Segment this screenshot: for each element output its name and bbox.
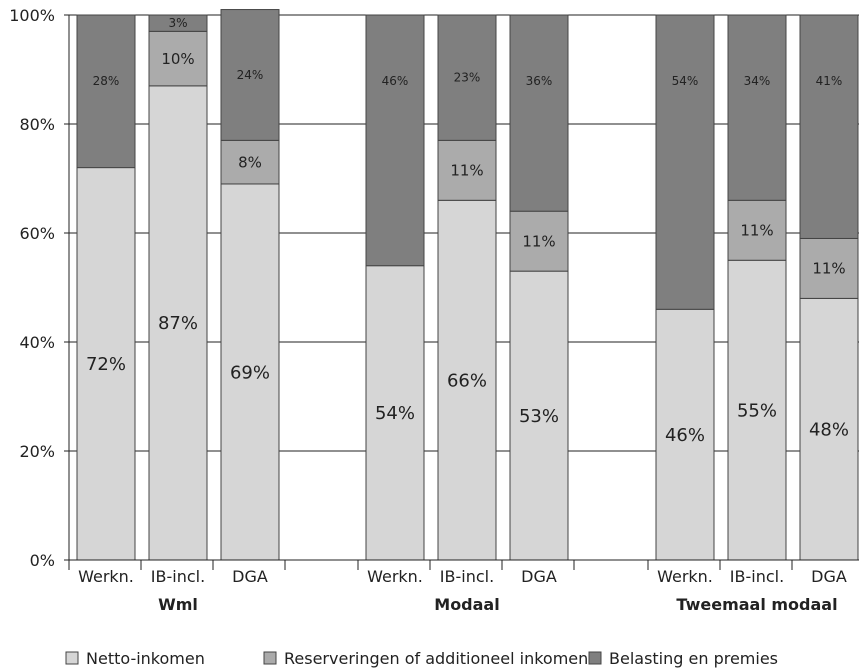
data-label: 87%	[158, 313, 198, 334]
legend-swatch	[263, 651, 277, 665]
bar-segment	[437, 139, 497, 201]
legend: Netto-inkomen Reserveringen of additionee…	[65, 649, 778, 668]
bar-segment	[727, 14, 787, 201]
data-label: 53%	[519, 406, 559, 427]
category-label: Werkn.	[367, 567, 423, 586]
data-label: 54%	[375, 403, 415, 424]
data-label: 11%	[450, 162, 483, 180]
legend-swatch	[65, 651, 79, 665]
data-label: 46%	[665, 425, 705, 446]
category-label: IB-incl.	[151, 567, 205, 586]
bar-segment	[799, 14, 859, 239]
data-label: 10%	[161, 50, 194, 68]
data-label: 11%	[740, 222, 773, 240]
y-tick-label: 0%	[30, 551, 55, 570]
bar-segment	[220, 139, 280, 185]
group-label: Tweemaal modaal	[676, 595, 837, 614]
data-label: 72%	[86, 354, 126, 375]
legend-label: Reserveringen of additioneel inkomen	[284, 649, 588, 668]
bar-segment	[76, 167, 136, 561]
data-label: 46%	[382, 74, 409, 88]
category-label: Werkn.	[657, 567, 713, 586]
data-label: 54%	[672, 74, 699, 88]
y-axis: 0% 20% 40% 60% 80% 100%	[9, 6, 859, 570]
category-label: DGA	[521, 567, 557, 586]
bar-segment	[76, 14, 136, 169]
group-label: Wml	[158, 595, 198, 614]
x-axis-labels: Werkn. IB-incl. DGA Wml Werkn. IB-incl. DGA Mod…	[78, 567, 847, 614]
data-label: 66%	[447, 370, 487, 391]
data-label: 36%	[526, 74, 553, 88]
data-label: 69%	[230, 362, 270, 383]
category-label: DGA	[232, 567, 268, 586]
category-label: DGA	[811, 567, 847, 586]
category-label: IB-incl.	[440, 567, 494, 586]
legend-label: Belasting en premies	[609, 649, 778, 668]
bar-segment	[437, 14, 497, 141]
bar-segment	[509, 270, 569, 561]
data-label: 11%	[812, 260, 845, 278]
y-tick-label: 60%	[19, 224, 55, 243]
category-label: IB-incl.	[730, 567, 784, 586]
data-label: 3%	[168, 16, 187, 30]
group-label: Modaal	[434, 595, 499, 614]
data-label: 8%	[238, 153, 262, 171]
legend-label: Netto-inkomen	[86, 649, 205, 668]
bar-segment	[509, 14, 569, 212]
y-tick-label: 100%	[9, 6, 55, 25]
bar-segment	[655, 308, 715, 561]
data-label: 23%	[454, 71, 481, 85]
bar-segment	[220, 183, 280, 561]
y-tick-label: 80%	[19, 115, 55, 134]
bar-segment	[148, 14, 208, 32]
y-tick-label: 20%	[19, 442, 55, 461]
data-label: 48%	[809, 420, 849, 441]
legend-swatch	[588, 651, 602, 665]
data-label: 55%	[737, 400, 777, 421]
bar-segment	[437, 199, 497, 561]
bar-segment	[220, 9, 280, 141]
data-label: 41%	[816, 74, 843, 88]
data-label: 24%	[237, 68, 264, 82]
bar-segment	[365, 14, 425, 267]
bar-segment	[509, 210, 569, 272]
data-label: 11%	[522, 232, 555, 250]
bar-segment	[799, 237, 859, 299]
data-label: 28%	[93, 74, 120, 88]
bar-segment	[655, 14, 715, 310]
category-label: Werkn.	[78, 567, 134, 586]
y-tick-label: 40%	[19, 333, 55, 352]
bars: 72% 28% 87% 10% 3% 69% 8% 24% 54% 46% 66% 11% 23% 53%…	[76, 9, 859, 561]
data-label: 34%	[744, 74, 771, 88]
